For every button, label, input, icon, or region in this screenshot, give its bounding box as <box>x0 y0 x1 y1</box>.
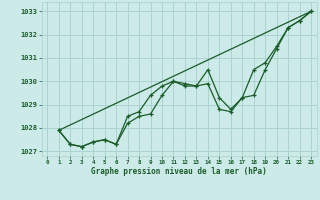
X-axis label: Graphe pression niveau de la mer (hPa): Graphe pression niveau de la mer (hPa) <box>91 167 267 176</box>
